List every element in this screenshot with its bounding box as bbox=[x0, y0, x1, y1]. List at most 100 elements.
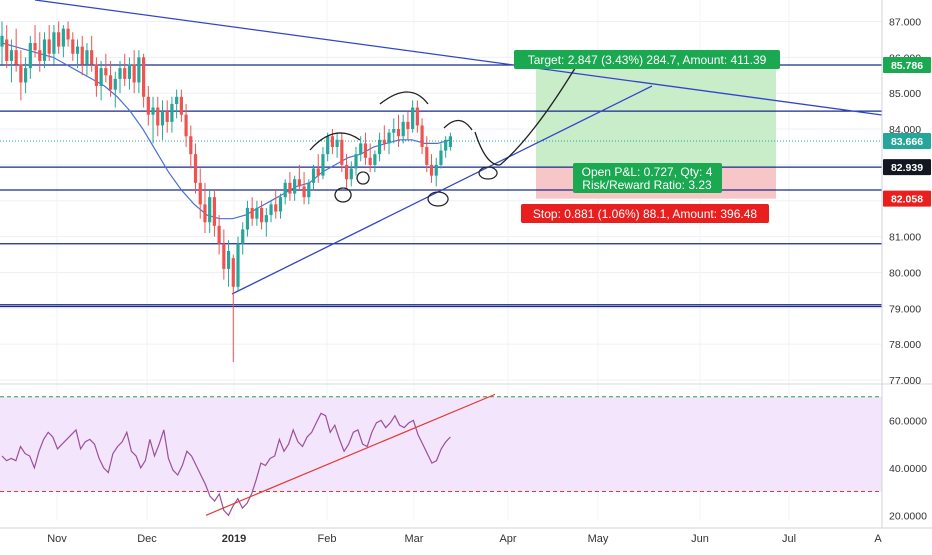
candle-body bbox=[85, 50, 89, 65]
price-tick-label: 77.000 bbox=[889, 375, 921, 387]
candle-body bbox=[241, 229, 245, 244]
profit-zone bbox=[536, 65, 776, 168]
candle-body bbox=[439, 150, 443, 165]
candle-body bbox=[0, 35, 4, 47]
candle-body bbox=[278, 197, 283, 212]
candle-body bbox=[127, 64, 132, 79]
candle-body bbox=[52, 32, 56, 54]
candle-body bbox=[217, 225, 221, 244]
candle-body bbox=[340, 139, 344, 165]
candle-body bbox=[33, 43, 37, 51]
candle-body bbox=[184, 114, 188, 137]
candle-body bbox=[269, 204, 273, 216]
candle-body bbox=[38, 50, 42, 61]
candle-body bbox=[293, 179, 297, 194]
candle-body bbox=[316, 168, 320, 176]
candle-body bbox=[250, 207, 254, 219]
candle-body bbox=[99, 68, 103, 87]
candle-body bbox=[212, 197, 216, 226]
candle-body bbox=[146, 96, 150, 115]
candle-body bbox=[264, 215, 268, 223]
drawings[interactable] bbox=[309, 59, 581, 207]
candle-body bbox=[132, 64, 136, 83]
moving-average-line bbox=[1, 42, 451, 220]
time-tick-label: May bbox=[588, 533, 609, 545]
pnl-label-box bbox=[573, 163, 722, 193]
candle-body bbox=[9, 50, 14, 61]
candle-body bbox=[363, 143, 368, 158]
candle-body bbox=[118, 68, 122, 79]
price-tag-label: 82.939 bbox=[891, 162, 923, 174]
candle-body bbox=[170, 103, 174, 122]
price-tag bbox=[883, 57, 931, 74]
price-tick-label: 78.000 bbox=[889, 339, 921, 351]
descending-trendline bbox=[34, 0, 883, 116]
projection-curve bbox=[474, 131, 501, 166]
candle-body bbox=[5, 39, 9, 61]
candle-body bbox=[429, 164, 434, 176]
candle-body bbox=[288, 182, 292, 194]
head-arc bbox=[379, 91, 429, 105]
time-tick-label: 2019 bbox=[222, 533, 246, 545]
candle-body bbox=[80, 46, 84, 65]
candle-body bbox=[151, 107, 155, 115]
time-tick-label: Mar bbox=[405, 533, 424, 545]
candle-body bbox=[401, 121, 405, 137]
time-tick-label: Dec bbox=[137, 533, 157, 545]
pivot-circle bbox=[427, 191, 449, 207]
position-labels[interactable]: Target: 2.847 (3.43%) 284.7, Amount: 411… bbox=[514, 50, 780, 223]
candle-body bbox=[382, 139, 386, 144]
rsi-tick-label: 40.0000 bbox=[889, 463, 927, 475]
candle-body bbox=[226, 250, 231, 269]
time-tick-label: A bbox=[874, 533, 882, 545]
time-tick-label: Nov bbox=[47, 533, 67, 545]
candle-body bbox=[137, 57, 141, 83]
rsi-line bbox=[1, 412, 451, 517]
candle-body bbox=[142, 57, 146, 97]
candle-body bbox=[94, 64, 98, 87]
shoulder-arc-left bbox=[309, 132, 361, 151]
candle-body bbox=[344, 164, 349, 180]
candle-body bbox=[222, 243, 226, 269]
price-tag bbox=[883, 159, 931, 176]
candle-body bbox=[311, 168, 316, 183]
target-label-box bbox=[514, 50, 780, 69]
price-axis[interactable]: 87.00086.00085.00084.00083.00082.00081.0… bbox=[881, 0, 931, 528]
time-axis[interactable]: Nov Dec 2019 Feb Mar Apr May Jun Jul A bbox=[0, 527, 932, 545]
candle-body bbox=[368, 157, 372, 165]
candle-body bbox=[179, 96, 183, 115]
candle-body bbox=[160, 111, 165, 126]
candle-body bbox=[349, 168, 353, 180]
candle-body bbox=[42, 39, 47, 61]
candle-body bbox=[415, 107, 419, 126]
candle-body bbox=[387, 132, 391, 144]
candle-body bbox=[47, 39, 51, 54]
price-tick-label: 79.000 bbox=[889, 303, 921, 315]
candle-body bbox=[123, 68, 127, 79]
candle-body bbox=[396, 129, 401, 137]
candle-body bbox=[302, 186, 306, 198]
price-tick-label: 85.000 bbox=[889, 88, 921, 100]
candle-body bbox=[378, 139, 382, 155]
candle-body bbox=[411, 107, 415, 130]
risk-reward-label: Risk/Reward Ratio: 3.23 bbox=[582, 178, 712, 192]
rsi-pane bbox=[0, 383, 932, 517]
candle-body bbox=[335, 139, 339, 147]
candle-body bbox=[373, 154, 377, 165]
stop-label-box bbox=[521, 204, 769, 223]
pivot-circle bbox=[334, 187, 352, 203]
candle-body bbox=[90, 50, 94, 65]
candle-body bbox=[321, 154, 325, 176]
candle-body bbox=[75, 46, 80, 54]
trendlines[interactable] bbox=[34, 0, 883, 295]
candle-body bbox=[208, 197, 212, 223]
candle-body bbox=[444, 139, 448, 151]
candle-body bbox=[28, 43, 32, 69]
price-tag-label: 83.666 bbox=[891, 136, 923, 148]
rsi-tick-label: 60.0000 bbox=[889, 415, 927, 427]
candle-body bbox=[198, 182, 202, 205]
candle-body bbox=[156, 107, 160, 126]
price-tag bbox=[883, 190, 931, 207]
